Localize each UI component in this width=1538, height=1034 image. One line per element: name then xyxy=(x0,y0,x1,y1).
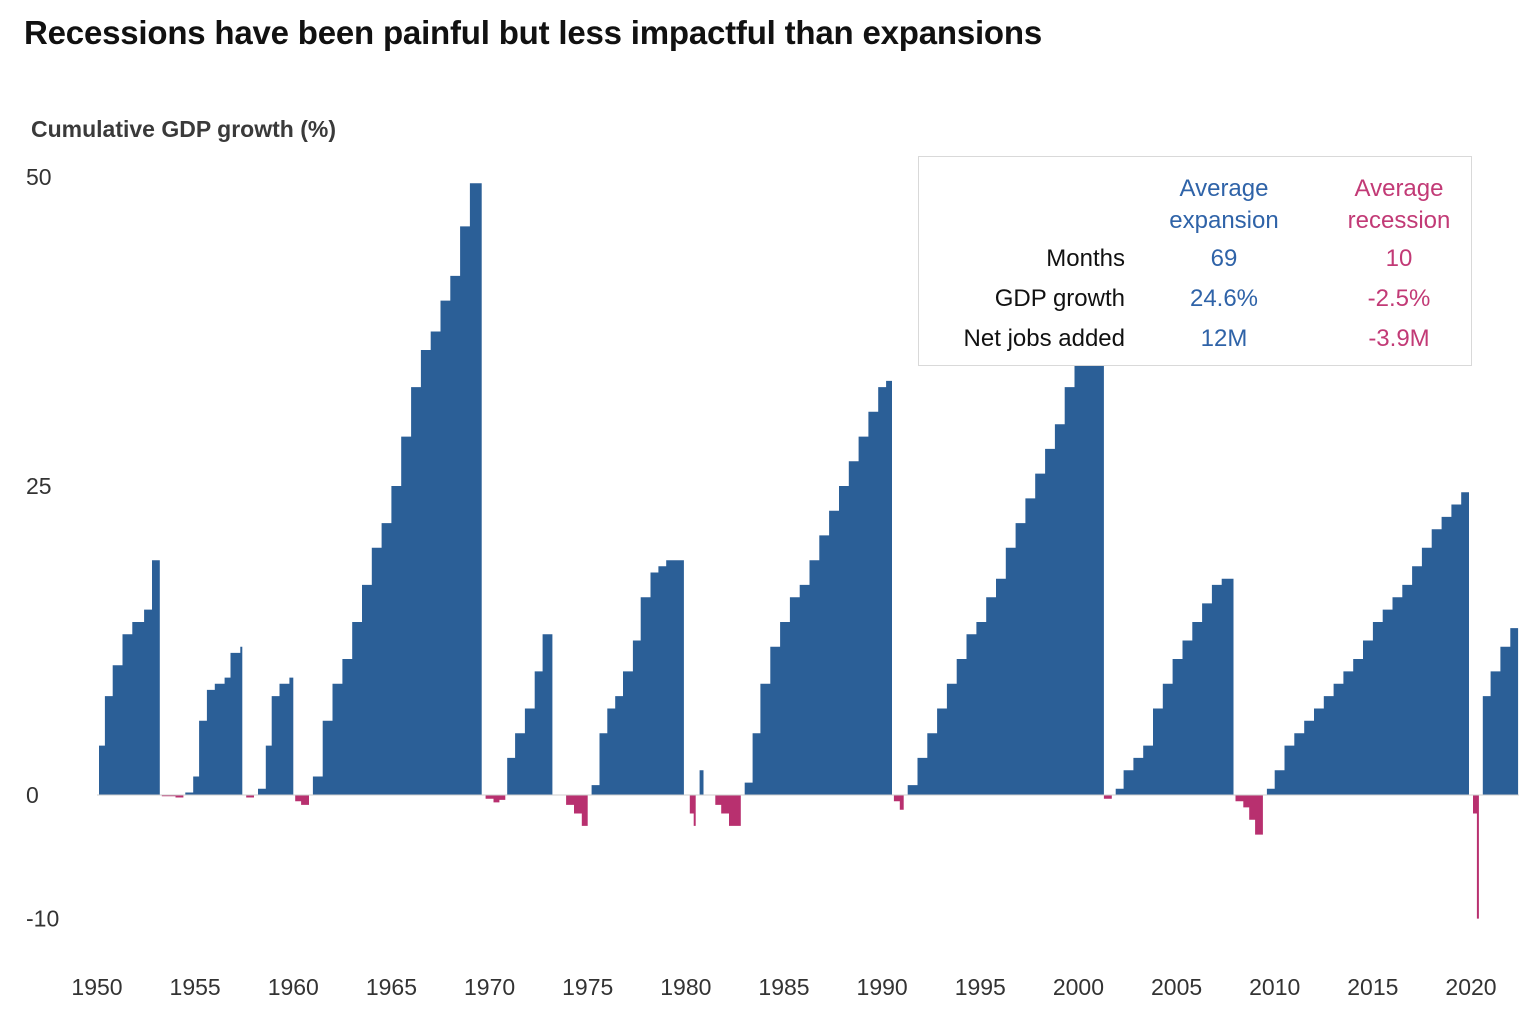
expansion-period-11 xyxy=(1266,483,1469,795)
x-tick-label: 2000 xyxy=(1053,974,1104,1000)
y-tick-label: 50 xyxy=(26,164,52,190)
recession-period-1 xyxy=(161,795,184,798)
recession-period-7 xyxy=(715,795,741,828)
x-tick-label: 2005 xyxy=(1151,974,1202,1000)
x-tick-label: 1970 xyxy=(464,974,515,1000)
x-tick-label: 1990 xyxy=(857,974,908,1000)
expansion-period-5 xyxy=(507,622,553,795)
x-tick-label: 1955 xyxy=(170,974,221,1000)
expansion-period-6 xyxy=(591,554,684,795)
recession-period-4 xyxy=(485,795,506,803)
y-axis-label: Cumulative GDP growth (%) xyxy=(31,116,336,142)
expansion-period-12 xyxy=(1482,628,1519,795)
recession-period-5 xyxy=(566,795,588,839)
x-tick-label: 1985 xyxy=(758,974,809,1000)
y-tick-label: -10 xyxy=(26,906,59,932)
row-label-net-jobs-added: Net jobs added xyxy=(963,325,1125,352)
x-tick-label: 1965 xyxy=(366,974,417,1000)
recession-period-11 xyxy=(1473,795,1479,919)
expansion-period-9 xyxy=(907,300,1104,795)
header-average-recession: Average recession xyxy=(1347,175,1451,234)
gdp-growth-recession-value: -2.5% xyxy=(1367,285,1431,312)
x-tick-label: 1995 xyxy=(955,974,1006,1000)
chart-areas xyxy=(99,158,1519,919)
expansion-period-10 xyxy=(1115,566,1234,795)
x-tick-label: 2010 xyxy=(1249,974,1300,1000)
row-label-gdp-growth: GDP growth xyxy=(994,285,1125,312)
x-tick-label: 2020 xyxy=(1445,974,1496,1000)
recession-period-2 xyxy=(246,795,254,799)
recession-period-3 xyxy=(295,795,309,814)
net-jobs-expansion-value: 12M xyxy=(1200,325,1248,352)
x-tick-label: 1980 xyxy=(660,974,711,1000)
recession-period-6 xyxy=(689,795,696,828)
y-axis-ticks: 50 25 0 -10 xyxy=(26,164,59,932)
y-tick-label: 0 xyxy=(26,782,39,808)
recession-period-9 xyxy=(1103,795,1112,802)
header-average-expansion: Average expansion xyxy=(1169,175,1279,234)
expansion-period-2 xyxy=(185,643,243,795)
recession-period-8 xyxy=(893,795,904,812)
stats-table: Average expansion Average recession Mont… xyxy=(918,156,1472,366)
x-axis-ticks: 1950 1955 1960 1965 1970 1975 1980 1985 1990 1995… xyxy=(71,974,1496,1000)
expansion-period-7 xyxy=(699,733,704,795)
page-title: Recessions have been painful but less im… xyxy=(24,14,1043,51)
net-jobs-recession-value: -3.9M xyxy=(1368,325,1430,352)
expansion-period-8 xyxy=(744,374,892,795)
x-tick-label: 1975 xyxy=(562,974,613,1000)
months-expansion-value: 69 xyxy=(1210,245,1238,272)
expansion-period-4 xyxy=(312,158,482,795)
y-tick-label: 25 xyxy=(26,473,52,499)
x-tick-label: 2015 xyxy=(1347,974,1398,1000)
x-tick-label: 1950 xyxy=(71,974,122,1000)
recession-period-10 xyxy=(1235,795,1263,842)
row-label-months: Months xyxy=(1046,245,1125,272)
months-recession-value: 10 xyxy=(1385,245,1413,272)
expansion-period-3 xyxy=(258,652,294,795)
gdp-growth-expansion-value: 24.6% xyxy=(1189,285,1259,312)
x-tick-label: 1960 xyxy=(268,974,319,1000)
expansion-period-1 xyxy=(99,552,160,795)
